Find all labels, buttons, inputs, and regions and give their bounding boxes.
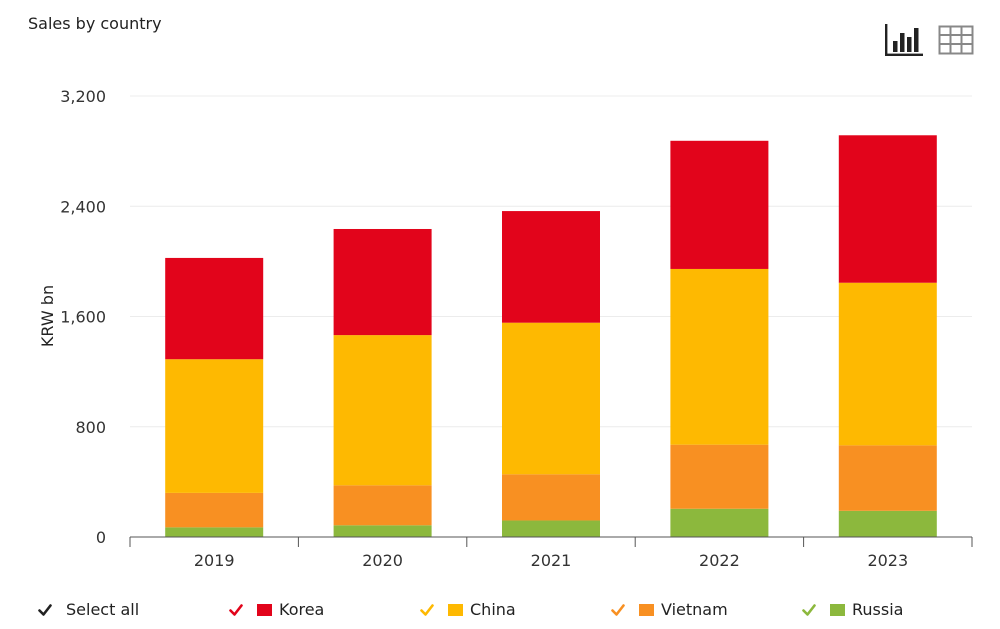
bar-russia-2022 [670,508,769,537]
legend-item-russia[interactable]: Russia [802,600,903,619]
bar-korea-2022 [670,140,769,269]
legend-label-vietnam: Vietnam [661,600,728,619]
bar-china-2021 [502,322,600,475]
check-icon [38,603,52,616]
x-tick-label: 2021 [531,551,572,570]
legend-item-korea[interactable]: Korea [229,600,324,619]
legend-swatch-vietnam [639,603,654,616]
legend-select-all-label: Select all [66,600,140,619]
table-view-button[interactable] [936,22,976,58]
stacked-bar-chart: 0 800 1,600 2,400 3,200 KRW bn 2019 2020 2021 202… [38,87,973,570]
y-axis-label: KRW bn [38,285,57,347]
check-icon [229,603,243,616]
bar-vietnam-2022 [670,444,769,509]
bar-russia-2019 [165,527,264,537]
y-tick-label: 1,600 [60,308,106,327]
y-tick-label: 800 [75,418,106,437]
bar-russia-2021 [502,520,600,537]
legend-item-vietnam[interactable]: Vietnam [611,600,728,619]
bar-russia-2023 [838,510,937,537]
legend-label-china: China [470,600,516,619]
legend-select-all[interactable]: Select all [38,600,139,619]
check-icon [611,603,625,616]
bar-chart-view-button[interactable] [884,22,924,58]
view-toggle [884,22,976,58]
bar-china-2023 [838,282,937,446]
bar-korea-2023 [838,135,937,283]
legend-swatch-china [448,603,463,616]
check-icon [802,603,816,616]
bar-vietnam-2019 [165,492,264,528]
legend: Select all Korea China Vietnam Russia [38,600,938,624]
bar-korea-2020 [333,228,432,336]
bar-china-2020 [333,335,432,486]
y-tick-label: 2,400 [60,197,106,216]
legend-swatch-korea [257,603,272,616]
legend-label-russia: Russia [852,600,904,619]
bar-china-2022 [670,268,769,445]
x-tick-label: 2019 [194,551,235,570]
bar-china-2019 [165,359,264,493]
bar-vietnam-2023 [838,445,937,511]
table-icon [938,25,974,55]
bar-korea-2021 [502,211,600,323]
y-tick-label: 0 [96,528,106,547]
bar-vietnam-2020 [333,485,432,526]
bar-chart-icon [885,24,923,56]
check-icon [420,603,434,616]
legend-label-korea: Korea [279,600,325,619]
y-tick-label: 3,200 [60,87,106,106]
legend-item-china[interactable]: China [420,600,516,619]
x-tick-label: 2022 [699,551,740,570]
bar-vietnam-2021 [502,474,600,521]
bar-russia-2020 [333,525,432,537]
legend-swatch-russia [830,603,845,616]
x-tick-label: 2023 [867,551,908,570]
x-tick-label: 2020 [362,551,403,570]
chart-title: Sales by country [28,14,162,33]
bar-korea-2019 [165,257,264,360]
